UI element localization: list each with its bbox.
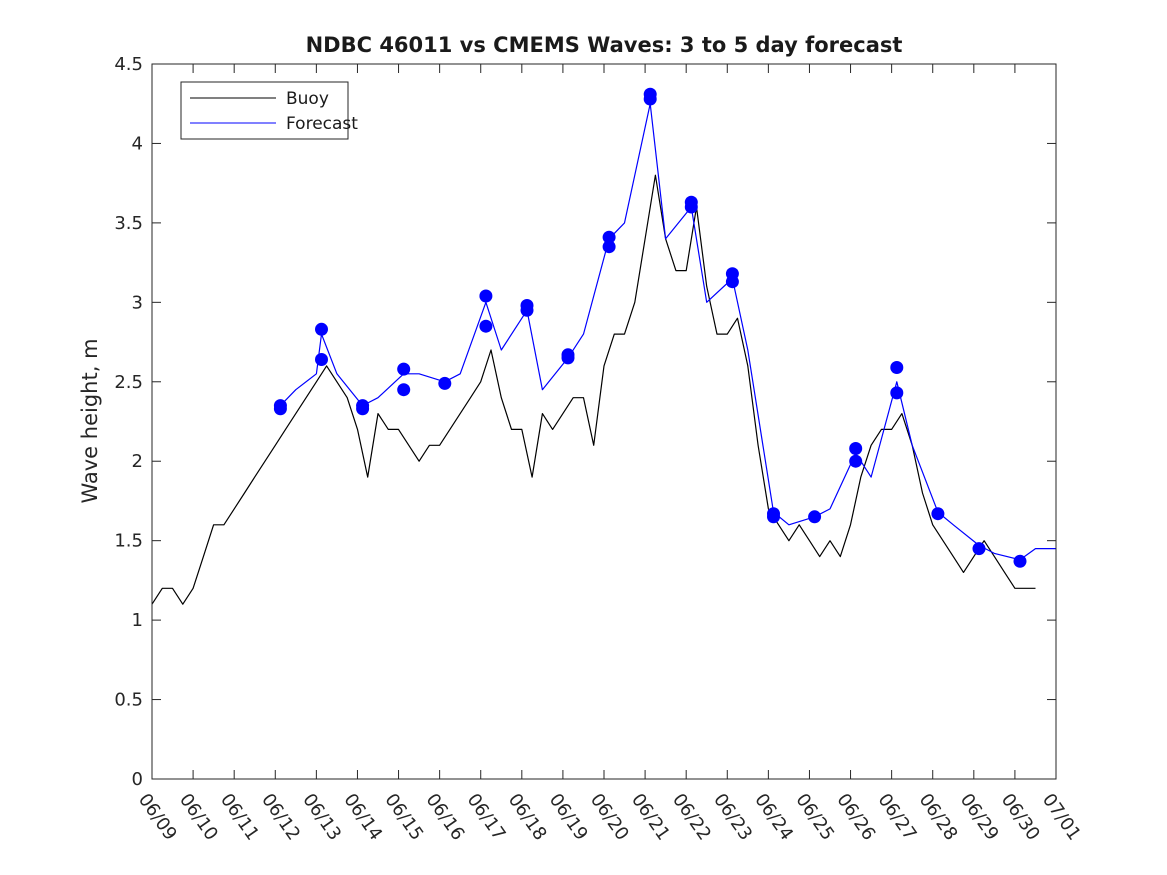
legend-box bbox=[180, 81, 349, 140]
x-tick-label: 06/27 bbox=[874, 790, 921, 845]
x-tick-label: 06/10 bbox=[175, 790, 222, 845]
x-tick-label: 06/19 bbox=[545, 790, 592, 845]
forecast-marker bbox=[972, 542, 986, 556]
x-tick-label: 06/26 bbox=[832, 790, 879, 845]
x-tick-label: 06/18 bbox=[504, 790, 551, 845]
forecast-marker bbox=[438, 376, 452, 390]
forecast-marker bbox=[643, 87, 657, 101]
forecast-marker bbox=[849, 442, 863, 455]
x-tick-label: 06/14 bbox=[339, 790, 386, 845]
y-tick-label: 1.5 bbox=[114, 531, 143, 552]
forecast-marker bbox=[931, 507, 945, 521]
x-tick-label: 07/01 bbox=[1038, 790, 1085, 845]
x-tick-label: 06/12 bbox=[257, 790, 304, 845]
forecast-marker bbox=[273, 399, 287, 413]
y-tick-label: 0.5 bbox=[114, 690, 143, 711]
chart-title: NDBC 46011 vs CMEMS Waves: 3 to 5 day fo… bbox=[306, 33, 903, 57]
x-tick-label: 06/29 bbox=[956, 790, 1003, 845]
forecast-marker bbox=[767, 507, 780, 521]
x-tick-label: 06/17 bbox=[463, 790, 510, 845]
x-tick-label: 06/15 bbox=[380, 790, 427, 845]
forecast-marker bbox=[397, 383, 411, 397]
forecast-marker bbox=[602, 240, 616, 254]
forecast-marker bbox=[479, 289, 493, 303]
legend-label-forecast: Forecast bbox=[286, 114, 358, 134]
x-tick-label: 06/24 bbox=[750, 790, 797, 845]
series-line-buoy bbox=[151, 174, 1036, 605]
forecast-marker bbox=[520, 299, 534, 312]
x-tick-label: 06/28 bbox=[915, 790, 962, 845]
forecast-marker bbox=[849, 454, 863, 468]
forecast-marker bbox=[684, 195, 698, 209]
series-layer bbox=[151, 103, 1056, 605]
forecast-marker bbox=[602, 230, 616, 244]
legend: Buoy Forecast bbox=[180, 81, 358, 140]
y-tick-label: 2 bbox=[132, 451, 143, 472]
y-axis-label: Wave height, m bbox=[78, 338, 102, 503]
y-tick-label: 4 bbox=[132, 133, 143, 154]
forecast-marker bbox=[890, 361, 904, 374]
forecast-marker bbox=[1013, 554, 1027, 568]
x-tick-label: 06/11 bbox=[216, 790, 263, 845]
x-tick-label: 06/25 bbox=[791, 790, 838, 845]
y-tick-label: 2.5 bbox=[114, 372, 143, 393]
x-tick-label: 06/23 bbox=[709, 790, 756, 845]
forecast-marker bbox=[315, 322, 328, 336]
forecast-marker bbox=[397, 362, 411, 376]
x-tick-label: 06/21 bbox=[627, 790, 674, 845]
y-tick-label: 4.5 bbox=[114, 54, 143, 75]
y-tick-label: 1 bbox=[132, 610, 143, 631]
forecast-marker bbox=[561, 348, 575, 362]
forecast-marker bbox=[356, 399, 370, 413]
x-tick-label: 06/20 bbox=[586, 790, 633, 845]
y-axis: 0 0.5 1 1.5 2 2.5 3 3.5 4 4.5 bbox=[114, 54, 1056, 790]
forecast-marker bbox=[479, 319, 493, 333]
marker-layer bbox=[273, 87, 1027, 568]
forecast-marker bbox=[725, 267, 739, 281]
plot-area bbox=[152, 64, 1056, 779]
series-line-forecast bbox=[279, 103, 1056, 561]
x-tick-label: 06/16 bbox=[422, 790, 469, 845]
forecast-marker bbox=[808, 510, 822, 524]
x-tick-label: 06/09 bbox=[134, 790, 181, 845]
y-tick-label: 0 bbox=[132, 769, 143, 790]
x-tick-label: 06/30 bbox=[997, 790, 1044, 845]
y-tick-label: 3 bbox=[132, 292, 143, 313]
x-tick-label: 06/13 bbox=[298, 790, 345, 845]
forecast-marker bbox=[315, 353, 328, 366]
forecast-marker bbox=[890, 386, 904, 400]
x-tick-label: 06/22 bbox=[668, 790, 715, 845]
y-tick-label: 3.5 bbox=[114, 213, 143, 234]
legend-label-buoy: Buoy bbox=[286, 89, 329, 109]
